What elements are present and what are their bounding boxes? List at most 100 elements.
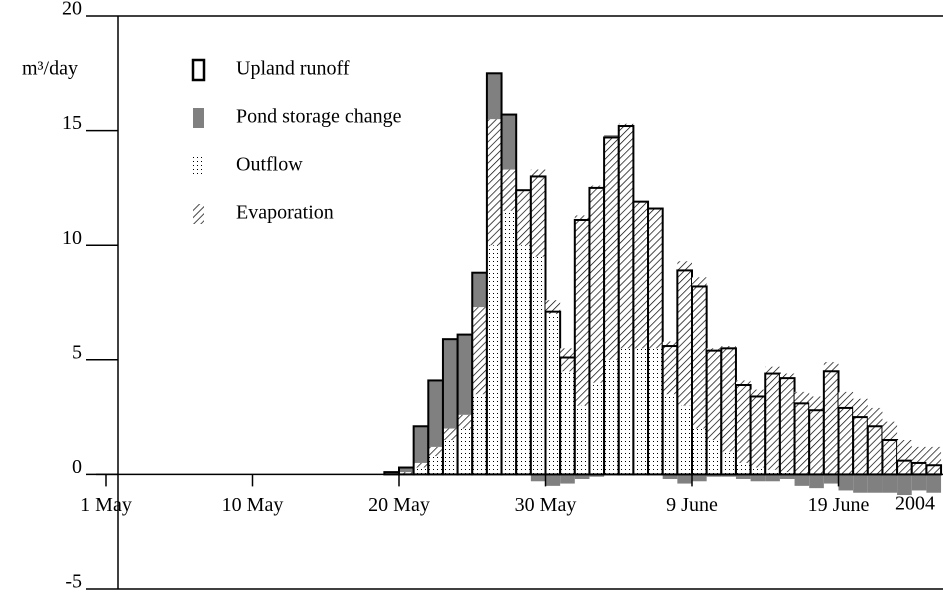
storage-bar <box>721 474 736 477</box>
outflow-bar <box>530 256 546 475</box>
storage-bar <box>765 474 780 482</box>
evaporation-bar <box>926 446 942 475</box>
storage-bar <box>897 474 912 496</box>
storage-bar <box>384 472 399 475</box>
evaporation-bar <box>735 380 751 463</box>
evaporation-bar <box>413 462 429 468</box>
storage-bar <box>399 467 414 473</box>
evaporation-bar <box>823 362 839 475</box>
storage-bar <box>926 474 942 493</box>
storage-bar <box>472 272 487 308</box>
outflow-bar <box>633 348 649 475</box>
outflow-bar <box>428 456 443 475</box>
evaporation-bar <box>692 277 707 429</box>
outflow-bar <box>662 394 678 475</box>
storage-bar <box>662 474 678 479</box>
evaporation-bar <box>882 421 898 475</box>
evaporation-bar <box>677 261 692 406</box>
storage-bar <box>428 380 443 447</box>
outflow-bar <box>486 245 502 475</box>
outflow-bar <box>501 210 517 475</box>
storage-bar <box>560 474 575 484</box>
evaporation-bar <box>853 398 868 475</box>
outflow-bar <box>706 440 722 475</box>
y-tick-label: 5 <box>72 341 82 363</box>
storage-bar <box>501 114 517 170</box>
outflow-bar <box>560 371 575 475</box>
evaporation-bar <box>911 446 927 475</box>
year-label: 2004 <box>895 493 935 515</box>
storage-bar <box>530 474 546 482</box>
outflow-bar <box>735 462 751 475</box>
evaporation-bar <box>706 348 722 441</box>
y-tick-label: 15 <box>62 112 82 134</box>
storage-bar <box>838 474 854 491</box>
storage-bar <box>794 474 810 486</box>
outflow-bar <box>413 467 429 475</box>
evaporation-bar <box>457 414 473 429</box>
legend-swatch <box>193 156 204 176</box>
storage-bar <box>823 474 839 484</box>
legend-label: Upland runoff <box>236 58 350 80</box>
y-tick-label: 0 <box>72 456 82 478</box>
storage-bar <box>779 474 795 479</box>
storage-bar <box>574 474 590 479</box>
outflow-bar <box>692 428 707 475</box>
x-tick-label: 19 June <box>808 494 870 516</box>
evaporation-bar <box>721 346 736 452</box>
storage-bar <box>750 474 766 482</box>
storage-bar <box>692 474 707 482</box>
evaporation-bar <box>530 169 546 257</box>
outflow-bar <box>721 451 736 475</box>
evaporation-bar <box>648 208 663 349</box>
y-tick-label: 20 <box>62 0 82 20</box>
storage-bar <box>853 474 868 493</box>
storage-bar <box>706 474 722 477</box>
storage-bar <box>589 474 605 477</box>
y-axis-label: m³/day <box>22 58 78 80</box>
y-tick-label: 10 <box>62 227 82 249</box>
evaporation-bar <box>794 391 810 475</box>
evaporation-bar <box>765 366 780 470</box>
evaporation-bar <box>633 201 649 349</box>
x-tick-label: 20 May <box>368 494 430 516</box>
outflow-bar <box>545 313 561 475</box>
storage-bar <box>911 474 927 491</box>
outflow-bar <box>677 405 692 475</box>
evaporation-bar <box>589 185 605 383</box>
evaporation-bar <box>750 389 766 468</box>
legend-label: Pond storage change <box>236 106 402 128</box>
legend-swatch <box>191 58 206 82</box>
evaporation-bar <box>604 137 619 360</box>
y-tick-label: -5 <box>65 571 82 593</box>
outflow-bar <box>589 382 605 475</box>
storage-bar <box>413 426 429 463</box>
x-tick-label: 1 May <box>80 494 132 516</box>
legend-swatch <box>193 108 204 128</box>
outflow-bar <box>750 467 766 475</box>
storage-bar <box>882 474 898 493</box>
storage-bar <box>735 474 751 479</box>
outflow-bar <box>604 359 619 475</box>
outflow-bar <box>442 440 458 475</box>
evaporation-bar <box>779 373 795 473</box>
legend-swatch <box>193 204 204 224</box>
evaporation-bar <box>867 407 883 475</box>
outflow-bar <box>472 394 487 475</box>
evaporation-bar <box>399 472 414 475</box>
outflow-bar <box>765 469 780 475</box>
evaporation-bar <box>442 428 458 441</box>
storage-bar <box>486 73 502 120</box>
storage-bar <box>545 474 561 486</box>
storage-bar <box>867 474 883 493</box>
evaporation-bar <box>574 215 590 406</box>
evaporation-bar <box>560 348 575 372</box>
evaporation-bar <box>472 307 487 395</box>
outflow-bar <box>574 405 590 475</box>
evaporation-bar <box>545 300 561 314</box>
evaporation-bar <box>501 169 517 211</box>
evaporation-bar <box>838 391 854 475</box>
outflow-bar <box>779 472 795 475</box>
storage-bar <box>442 339 458 429</box>
